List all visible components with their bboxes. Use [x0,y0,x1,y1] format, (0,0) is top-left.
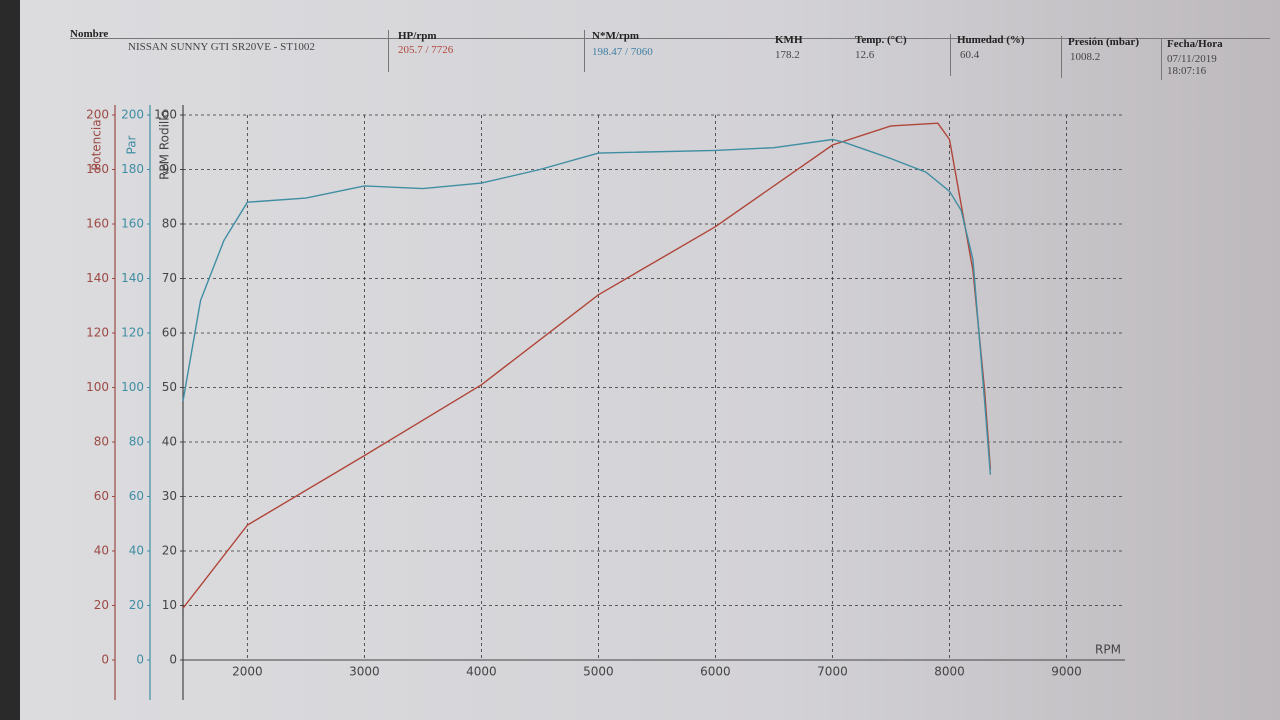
x-tick-label: 6000 [700,665,731,679]
axis-label: RPM Rodillo [158,110,172,180]
y-tick-label: 120 [121,326,144,340]
x-tick-label: 9000 [1051,665,1082,679]
y-tick-label: 160 [121,217,144,231]
y-tick-label: 40 [129,544,144,558]
y-tick-label: 200 [86,108,109,122]
header-value: 07/11/2019 18:07:16 [1167,53,1217,77]
y-tick-label: 0 [169,653,177,667]
y-tick-label: 30 [162,489,177,503]
y-tick-label: 180 [86,162,109,176]
y-tick-label: 70 [162,271,177,285]
axis-label: Par [125,135,139,154]
separator [388,30,389,72]
separator [584,30,585,72]
x-tick-label: 8000 [934,665,965,679]
y-tick-label: 180 [121,162,144,176]
y-tick-label: 80 [129,435,144,449]
x-tick-label: 2000 [232,665,263,679]
y-tick-label: 120 [86,326,109,340]
header-value: 205.7 / 7726 [398,44,454,56]
header-value: 60.4 [960,49,980,61]
y-tick-label: 140 [86,271,109,285]
header-value: 198.47 / 7060 [592,46,653,58]
header-label: HP/rpm [398,30,437,42]
header-value: NISSAN SUNNY GTI SR20VE - ST1002 [128,41,315,53]
header-label: Nombre [70,28,109,40]
header-value: 1008.2 [1070,51,1101,63]
y-tick-label: 60 [162,326,177,340]
y-tick-label: 10 [162,598,177,612]
y-tick-label: 20 [129,598,144,612]
header-value: 178.2 [775,49,800,61]
y-tick-label: 20 [162,544,177,558]
y-tick-label: 100 [86,380,109,394]
y-tick-label: 0 [101,653,109,667]
y-tick-label: 40 [162,435,177,449]
y-tick-label: 90 [162,162,177,176]
y-tick-label: 60 [129,489,144,503]
header-label: Fecha/Hora [1167,38,1223,50]
separator [950,34,951,76]
series-line [182,122,992,609]
y-tick-label: 60 [94,489,109,503]
x-tick-label: 4000 [466,665,497,679]
series-line [182,138,992,475]
y-tick-label: 80 [94,435,109,449]
header-label: Presión (mbar) [1068,36,1139,48]
y-tick-label: 50 [162,380,177,394]
y-tick-label: 140 [121,271,144,285]
header-label: KMH [775,34,803,46]
header-label: N*M/rpm [592,30,640,42]
y-tick-label: 80 [162,217,177,231]
y-tick-label: 100 [121,380,144,394]
y-tick-label: 160 [86,217,109,231]
y-tick-label: 200 [121,108,144,122]
x-tick-label: 5000 [583,665,614,679]
paper: Nombre NISSAN SUNNY GTI SR20VE - ST1002 … [20,0,1280,720]
header-value: 12.6 [855,49,875,61]
header-label: Humedad (%) [957,34,1025,46]
header-label: Temp. (°C) [855,34,907,46]
y-tick-label: 100 [154,108,177,122]
y-tick-label: 20 [94,598,109,612]
x-tick-label: 7000 [817,665,848,679]
x-axis-label: RPM [1095,643,1121,657]
axis-label: Potencia [90,119,104,170]
header-rule [70,38,1270,39]
y-tick-label: 40 [94,544,109,558]
x-tick-label: 3000 [349,665,380,679]
separator [1061,36,1062,78]
separator [1161,38,1162,80]
y-tick-label: 0 [136,653,144,667]
